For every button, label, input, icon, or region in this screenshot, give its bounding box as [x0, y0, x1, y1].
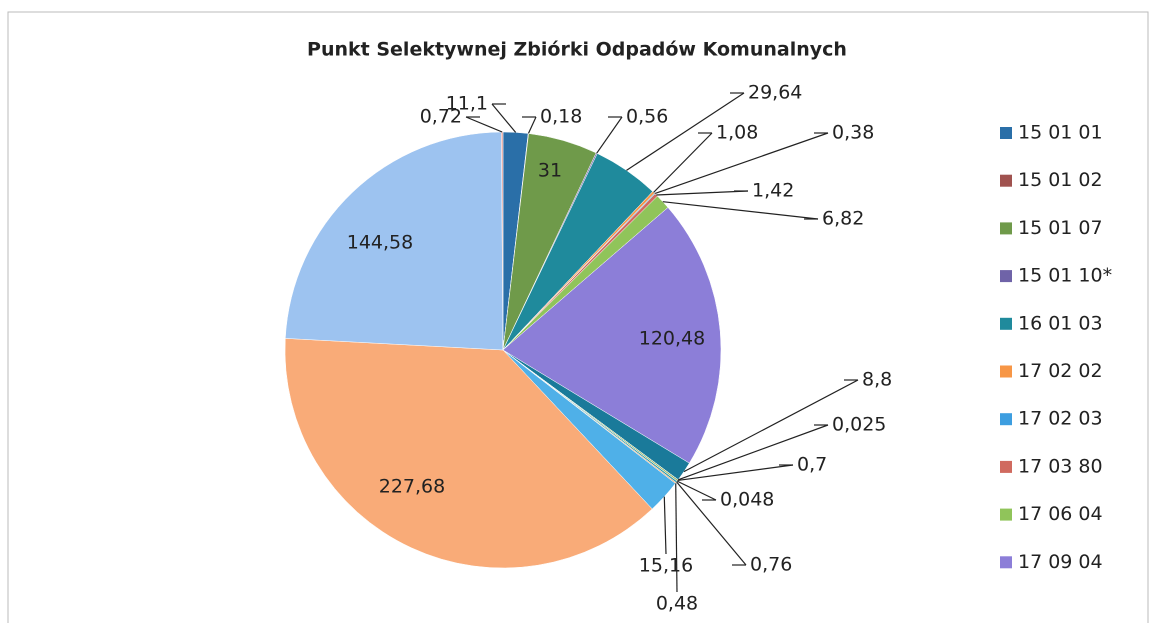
leader-line: [626, 92, 745, 171]
legend-label: 15 01 01: [1018, 122, 1103, 144]
legend-swatch: [1000, 413, 1012, 426]
legend-swatch: [1000, 174, 1012, 187]
leader-line: [662, 201, 819, 220]
leader-line: [465, 116, 503, 133]
legend-label: 17 02 02: [1018, 360, 1103, 382]
data-label: 0,7: [797, 454, 827, 476]
chart-title: Punkt Selektywnej Zbiórki Odpadów Komuna…: [307, 39, 847, 61]
leader-line: [527, 116, 537, 134]
leader-line: [654, 132, 829, 195]
data-label: 0,76: [750, 554, 792, 576]
leader-line: [677, 424, 829, 481]
legend-label: 16 01 03: [1018, 312, 1103, 334]
legend-label: 17 06 04: [1018, 503, 1103, 525]
leader-line: [677, 464, 794, 482]
data-label: 0,18: [540, 106, 582, 128]
pie-slice: [285, 131, 504, 351]
legend-label: 15 01 07: [1018, 217, 1103, 239]
legend-label: 17 09 04: [1018, 551, 1103, 573]
legend-swatch: [1000, 127, 1012, 139]
data-label: 11,1: [446, 93, 488, 115]
data-label: 0,72: [420, 106, 462, 128]
leader-line: [663, 496, 667, 555]
leader-line: [675, 482, 678, 593]
legend-swatch: [1000, 270, 1012, 283]
data-label: 6,82: [822, 208, 864, 230]
data-label: 227,68: [379, 476, 445, 498]
leader-line: [653, 132, 713, 193]
legend-swatch: [1000, 556, 1012, 569]
data-label: 29,64: [748, 82, 802, 104]
legend-swatch: [1000, 508, 1012, 521]
data-label: 0,38: [832, 122, 874, 144]
legend-label: 17 03 80: [1018, 455, 1103, 477]
legend-swatch: [1000, 365, 1012, 378]
leader-line: [491, 103, 517, 133]
data-label: 1,08: [716, 122, 758, 144]
data-label: 8,8: [862, 369, 892, 391]
data-label: 120,48: [639, 328, 705, 350]
leader-line: [676, 481, 747, 566]
data-label: 0,048: [720, 489, 774, 511]
leader-line: [596, 116, 623, 154]
data-label: 1,42: [752, 180, 794, 202]
data-label: 0,56: [626, 106, 668, 128]
legend-label: 15 01 02: [1018, 169, 1103, 191]
pie-slice: [284, 338, 653, 569]
data-label: 0,025: [832, 414, 886, 436]
data-label: 31: [538, 160, 562, 182]
leader-line: [656, 190, 749, 196]
data-label: 15,16: [639, 555, 693, 577]
leader-line: [683, 379, 859, 473]
legend-label: 15 01 10*: [1018, 265, 1112, 287]
leader-line: [676, 480, 717, 501]
data-label: 0,48: [656, 593, 698, 615]
pie-slice: [502, 207, 722, 464]
legend-swatch: [1000, 460, 1012, 473]
legend-swatch: [1000, 222, 1012, 235]
legend-label: 17 02 03: [1018, 408, 1103, 430]
data-label: 144,58: [347, 232, 413, 254]
legend-swatch: [1000, 317, 1012, 330]
chart-border: [7, 11, 1149, 623]
